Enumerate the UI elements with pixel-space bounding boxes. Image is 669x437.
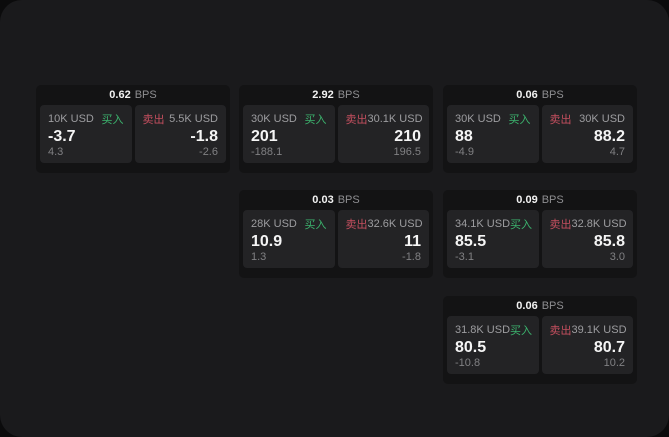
buy-tile[interactable]: 10K USD 买入 -3.7 4.3 — [40, 105, 132, 163]
buy-price: 88 — [455, 128, 473, 145]
spread-unit-label: BPS — [337, 89, 360, 101]
buy-tile[interactable]: 30K USD 买入 88 -4.9 — [447, 105, 539, 163]
buy-change: -188.1 — [251, 146, 283, 159]
sell-price: 80.7 — [593, 339, 625, 356]
quote-card: 0.09 BPS 34.1K USD 买入 85.5 -3.1 卖出 32.8K… — [443, 190, 637, 278]
sell-change: 10.2 — [603, 357, 625, 370]
sell-tile[interactable]: 卖出 39.1K USD 80.7 10.2 — [541, 316, 633, 374]
sell-amount: 32.8K USD — [571, 218, 627, 230]
sell-price: 85.8 — [593, 233, 625, 250]
buy-side-label: 买入 — [510, 325, 533, 337]
buy-change: 1.3 — [251, 251, 267, 264]
spread-header: 0.09 BPS — [443, 190, 637, 210]
spread-header: 0.03 BPS — [239, 190, 433, 210]
spread-header: 2.92 BPS — [239, 85, 433, 105]
sell-amount: 30.1K USD — [367, 113, 423, 125]
sell-amount: 5.5K USD — [169, 113, 218, 125]
buy-price: 10.9 — [251, 233, 283, 250]
buy-tile[interactable]: 31.8K USD 买入 80.5 -10.8 — [447, 316, 539, 374]
buy-side-label: 买入 — [508, 114, 531, 126]
sell-tile[interactable]: 卖出 30.1K USD 210 196.5 — [337, 105, 429, 163]
quote-body: 10K USD 买入 -3.7 4.3 卖出 5.5K USD -1.8 -2.… — [36, 105, 230, 168]
quote-body: 31.8K USD 买入 80.5 -10.8 卖出 39.1K USD 80.… — [443, 316, 637, 379]
buy-amount: 34.1K USD — [455, 218, 511, 230]
quote-card: 0.03 BPS 28K USD 买入 10.9 1.3 卖出 32.6K US… — [239, 190, 433, 278]
buy-change: -3.1 — [455, 251, 474, 264]
quote-card: 2.92 BPS 30K USD 买入 201 -188.1 卖出 30.1K … — [239, 85, 433, 173]
buy-change: -10.8 — [455, 357, 481, 370]
sell-change: -1.8 — [402, 251, 421, 264]
sell-change: -2.6 — [199, 146, 218, 159]
buy-side-label: 买入 — [304, 114, 327, 126]
quote-body: 34.1K USD 买入 85.5 -3.1 卖出 32.8K USD 85.8… — [443, 210, 637, 273]
sell-side-label: 卖出 — [345, 219, 368, 231]
quote-body: 30K USD 买入 201 -188.1 卖出 30.1K USD 210 1… — [239, 105, 433, 168]
sell-side-label: 卖出 — [549, 114, 572, 126]
buy-tile[interactable]: 34.1K USD 买入 85.5 -3.1 — [447, 210, 539, 268]
buy-tile[interactable]: 30K USD 买入 201 -188.1 — [243, 105, 335, 163]
spread-header: 0.06 BPS — [443, 296, 637, 316]
sell-change: 196.5 — [393, 146, 421, 159]
sell-side-label: 卖出 — [142, 114, 165, 126]
sell-side-label: 卖出 — [549, 325, 572, 337]
buy-amount: 30K USD — [251, 113, 297, 125]
quote-body: 28K USD 买入 10.9 1.3 卖出 32.6K USD 11 -1.8 — [239, 210, 433, 273]
sell-price: -1.8 — [190, 128, 218, 145]
buy-tile[interactable]: 28K USD 买入 10.9 1.3 — [243, 210, 335, 268]
sell-amount: 32.6K USD — [367, 218, 423, 230]
buy-amount: 28K USD — [251, 218, 297, 230]
buy-side-label: 买入 — [510, 219, 533, 231]
sell-side-label: 卖出 — [345, 114, 368, 126]
quote-body: 30K USD 买入 88 -4.9 卖出 30K USD 88.2 4.7 — [443, 105, 637, 168]
spread-value: 0.03 — [312, 194, 334, 206]
spread-value: 0.62 — [109, 89, 131, 101]
buy-amount: 30K USD — [455, 113, 501, 125]
sell-change: 4.7 — [609, 146, 625, 159]
spread-unit-label: BPS — [541, 89, 564, 101]
sell-amount: 39.1K USD — [571, 324, 627, 336]
buy-price: -3.7 — [48, 128, 76, 145]
spread-header: 0.62 BPS — [36, 85, 230, 105]
spread-unit-label: BPS — [541, 194, 564, 206]
buy-amount: 10K USD — [48, 113, 94, 125]
spread-value: 0.06 — [516, 300, 538, 312]
buy-amount: 31.8K USD — [455, 324, 511, 336]
spread-header: 0.06 BPS — [443, 85, 637, 105]
quote-card: 0.62 BPS 10K USD 买入 -3.7 4.3 卖出 5.5K USD… — [36, 85, 230, 173]
sell-price: 11 — [404, 233, 421, 250]
buy-price: 201 — [251, 128, 278, 145]
buy-change: -4.9 — [455, 146, 474, 159]
quote-card: 0.06 BPS 31.8K USD 买入 80.5 -10.8 卖出 39.1… — [443, 296, 637, 384]
spread-value: 2.92 — [312, 89, 334, 101]
sell-price: 210 — [394, 128, 421, 145]
sell-tile[interactable]: 卖出 32.8K USD 85.8 3.0 — [541, 210, 633, 268]
sell-side-label: 卖出 — [549, 219, 572, 231]
buy-side-label: 买入 — [101, 114, 124, 126]
spread-unit-label: BPS — [337, 194, 360, 206]
buy-price: 80.5 — [455, 339, 487, 356]
sell-change: 3.0 — [609, 251, 625, 264]
spread-value: 0.06 — [516, 89, 538, 101]
buy-price: 85.5 — [455, 233, 487, 250]
sell-tile[interactable]: 卖出 5.5K USD -1.8 -2.6 — [134, 105, 226, 163]
sell-amount: 30K USD — [579, 113, 625, 125]
buy-change: 4.3 — [48, 146, 64, 159]
spread-unit-label: BPS — [541, 300, 564, 312]
quote-card: 0.06 BPS 30K USD 买入 88 -4.9 卖出 30K USD 8… — [443, 85, 637, 173]
sell-price: 88.2 — [593, 128, 625, 145]
sell-tile[interactable]: 卖出 32.6K USD 11 -1.8 — [337, 210, 429, 268]
buy-side-label: 买入 — [304, 219, 327, 231]
spread-value: 0.09 — [516, 194, 538, 206]
sell-tile[interactable]: 卖出 30K USD 88.2 4.7 — [541, 105, 633, 163]
spread-unit-label: BPS — [134, 89, 157, 101]
